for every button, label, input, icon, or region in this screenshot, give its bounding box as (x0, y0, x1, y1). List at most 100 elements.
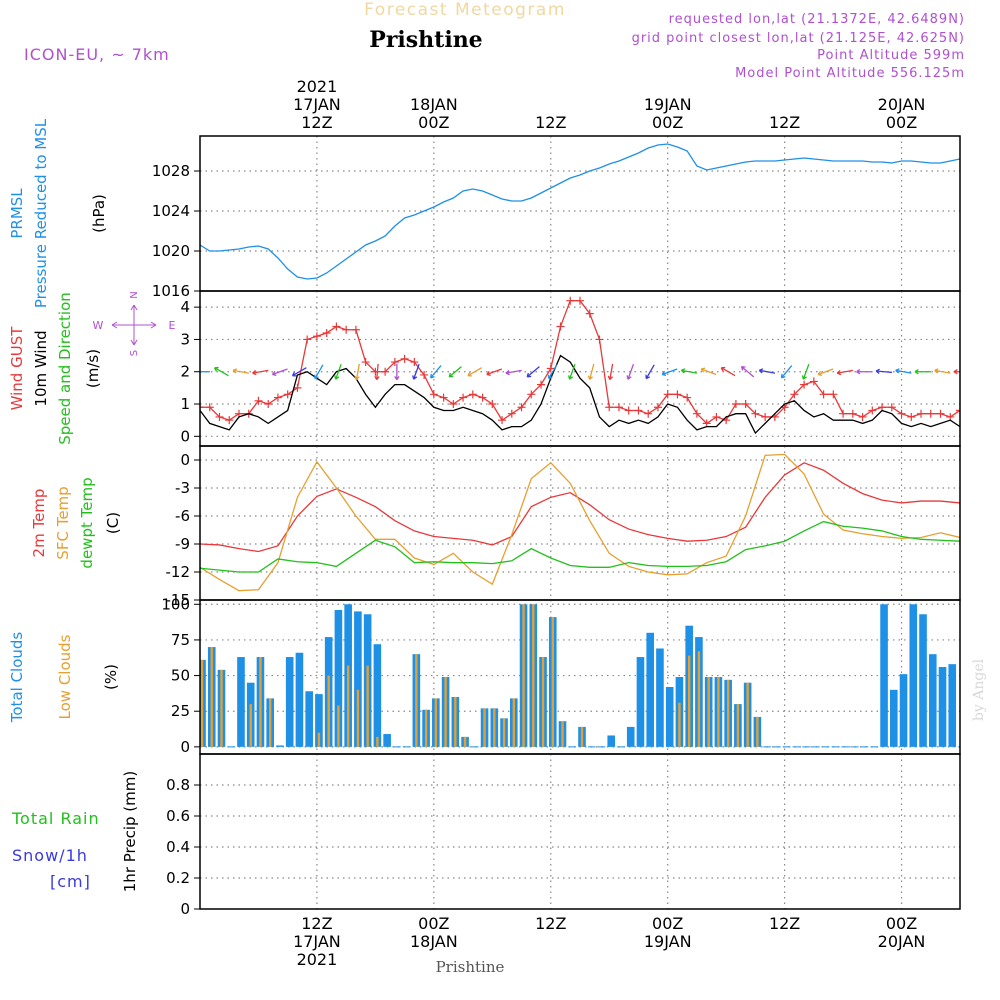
gust-marker (527, 390, 536, 399)
wind-arrow (953, 369, 960, 375)
low-cloud-bar (580, 726, 584, 747)
precip-legend-label: Snow/1h (12, 846, 88, 865)
wind-arrow (680, 368, 698, 374)
gust-marker (712, 412, 721, 421)
gust-marker (614, 403, 623, 412)
gust-marker (741, 400, 750, 409)
total-cloud-bar (899, 674, 908, 747)
wind-arrow (334, 363, 342, 380)
low-cloud-bar (493, 708, 496, 747)
gust-marker (264, 400, 273, 409)
gust-marker (381, 367, 390, 376)
gust-marker (342, 325, 351, 334)
gust-marker (332, 322, 341, 331)
wind-arrow (817, 368, 834, 376)
compass-arrows (111, 304, 157, 346)
total-cloud-bar (889, 689, 898, 747)
gust-marker (410, 358, 419, 367)
y-tick-label: 50 (171, 667, 190, 685)
gust-marker (868, 406, 877, 415)
time-tick-label-top: 00Z (418, 113, 449, 132)
total-cloud-bar (354, 611, 362, 747)
wind-arrow (914, 369, 932, 375)
wind-arrow (587, 363, 595, 380)
gust-marker (576, 296, 584, 305)
time-tick-label-bottom: 12Z (301, 914, 332, 933)
y-tick-label: 2 (180, 363, 190, 381)
time-tick-label-bottom: 19JAN (644, 932, 692, 951)
time-tick-label-top: 18JAN (410, 95, 458, 114)
axis-label-wind: Wind GUST (8, 326, 26, 411)
low-cloud-bar (259, 657, 262, 747)
wind-arrow (430, 365, 442, 379)
panel-wind: 0 1 2 3 4 Wind GUST 10m Wind Speed and Directio… (8, 290, 961, 447)
wind-arrow (252, 369, 269, 376)
axis-label-temperature: SFC Temp (54, 486, 72, 559)
gust-marker (897, 409, 906, 418)
y-tick-label: 0 (180, 900, 190, 918)
gust-marker (537, 380, 546, 389)
gust-marker (371, 367, 380, 376)
low-cloud-bar (483, 708, 486, 747)
axis-label-pressure: Pressure Reduced to MSL (32, 118, 50, 308)
low-cloud-bar (717, 677, 720, 747)
low-cloud-bar (366, 665, 369, 747)
total-cloud-bar (626, 726, 635, 747)
total-cloud-bar (948, 664, 957, 747)
panel-clouds: 0 25 50 75 100 Total Clouds Low Clouds (%) (8, 595, 961, 756)
total-cloud-bar (383, 734, 391, 747)
low-cloud-bar (522, 604, 525, 747)
gust-marker (956, 406, 960, 415)
wind-arrow (801, 363, 810, 380)
wind-arrow (856, 369, 873, 375)
gust-marker (556, 322, 565, 331)
wind-arrow (213, 366, 229, 377)
gust-marker (439, 393, 448, 402)
compass-east: E (169, 319, 176, 332)
series-line-dewpt-temp (200, 520, 960, 573)
low-cloud-bar (220, 669, 223, 747)
wind-arrow (626, 363, 635, 380)
gust-marker (585, 309, 594, 318)
panel-frame (199, 753, 961, 910)
axis-label-clouds: (%) (102, 664, 120, 690)
total-cloud-bar (636, 657, 645, 747)
wind-arrow (568, 363, 576, 380)
gust-marker (468, 390, 477, 399)
gust-marker (809, 377, 818, 386)
low-cloud-bar (327, 675, 330, 747)
gust-marker (498, 416, 507, 425)
gust-marker (848, 409, 857, 418)
wind-arrow (895, 368, 912, 374)
wind-arrow (291, 367, 307, 377)
y-tick-label: 1016 (152, 282, 190, 300)
wind-arrow (758, 368, 776, 374)
y-tick-label: -12 (166, 563, 191, 581)
low-cloud-bar (424, 709, 428, 747)
compass-west: W (93, 319, 104, 332)
total-cloud-bar (285, 657, 294, 747)
panel-pressure: 1016 1020 1024 1028 PRMSL Pressure Reduced to… (8, 118, 961, 308)
y-tick-label: 25 (171, 702, 190, 720)
total-cloud-bar (305, 691, 313, 747)
time-tick-label-top: 12Z (769, 113, 800, 132)
gust-marker (478, 393, 487, 402)
gust-marker (595, 335, 604, 344)
low-cloud-bar (541, 657, 545, 747)
wind-arrow (836, 369, 854, 376)
chart-title: Forecast Meteogram (364, 0, 566, 20)
gust-marker (517, 403, 526, 412)
gust-marker (546, 364, 555, 373)
time-tick-label-top: 20JAN (878, 95, 926, 114)
compass-north: N (129, 291, 140, 298)
wind-arrow (661, 368, 678, 376)
panel-frame (199, 290, 961, 447)
time-tick-label-bottom: 2021 (297, 950, 338, 969)
low-cloud-bar (376, 736, 379, 747)
gust-marker (429, 390, 438, 399)
precip-legend-label: [cm] (50, 872, 91, 891)
gust-marker (663, 390, 672, 399)
